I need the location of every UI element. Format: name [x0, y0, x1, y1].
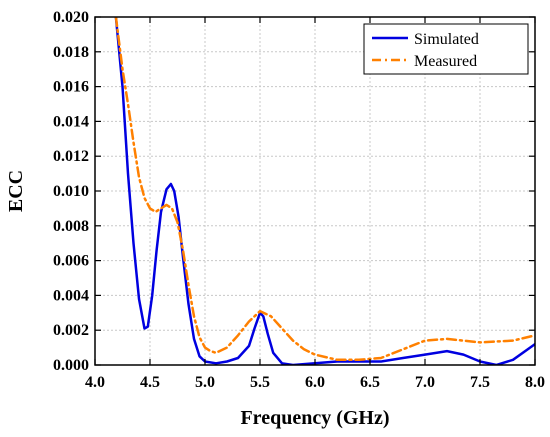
y-tick-label: 0.016 — [53, 79, 89, 96]
y-tick-label: 0.004 — [53, 287, 89, 304]
x-tick-label: 6.0 — [305, 374, 325, 391]
y-tick-label: 0.018 — [53, 44, 89, 61]
x-tick-label: 7.5 — [470, 374, 490, 391]
grid-lines — [95, 17, 535, 365]
x-tick-label: 5.0 — [195, 374, 215, 391]
axis-ticks — [94, 16, 536, 366]
legend: Simulated Measured — [363, 23, 529, 75]
y-tick-label: 0.014 — [53, 113, 89, 130]
x-tick-labels: 4.0 4.5 5.0 5.5 6.0 6.5 7.0 7.5 8.0 — [85, 374, 545, 391]
y-tick-label: 0.000 — [53, 357, 89, 374]
legend-box — [363, 23, 529, 75]
y-tick-label: 0.010 — [53, 183, 89, 200]
y-tick-label: 0.012 — [53, 148, 89, 165]
x-tick-label: 8.0 — [525, 374, 545, 391]
legend-label-measured: Measured — [414, 53, 477, 70]
y-tick-labels: 0.000 0.002 0.004 0.006 0.008 0.010 0.012 0.014… — [53, 9, 89, 374]
series-line-simulated — [114, 17, 535, 365]
series-line-measured — [114, 17, 535, 362]
legend-label-simulated: Simulated — [414, 31, 479, 48]
x-tick-label: 6.5 — [360, 374, 380, 391]
series-layer — [114, 17, 535, 365]
y-tick-label: 0.006 — [53, 253, 89, 270]
x-tick-label: 4.0 — [85, 374, 105, 391]
x-axis-title: Frequency (GHz) — [240, 407, 389, 429]
y-tick-label: 0.008 — [53, 218, 89, 235]
y-tick-label: 0.002 — [53, 322, 89, 339]
y-tick-label: 0.020 — [53, 9, 89, 26]
x-tick-label: 4.5 — [140, 374, 160, 391]
y-axis-title: ECC — [5, 170, 27, 212]
x-tick-label: 5.5 — [250, 374, 270, 391]
x-tick-label: 7.0 — [415, 374, 435, 391]
